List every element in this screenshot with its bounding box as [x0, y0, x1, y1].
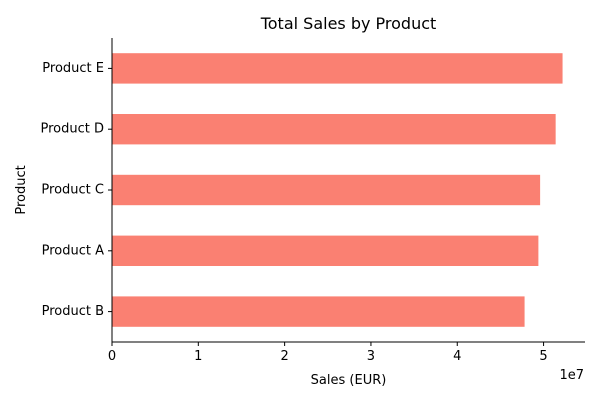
- y-tick-label: Product A: [42, 243, 104, 258]
- y-tick-label: Product D: [40, 122, 104, 137]
- x-tick-label: 3: [367, 349, 375, 364]
- bars: [112, 53, 563, 327]
- chart-title: Total Sales by Product: [260, 14, 437, 33]
- y-axis-ticks: Product B Product A Product C Product D Prod…: [40, 61, 112, 319]
- x-axis-label: Sales (EUR): [311, 373, 387, 388]
- bar-product-c: [112, 174, 541, 206]
- x-scale-label: 1e7: [559, 368, 584, 383]
- bar-product-e: [112, 53, 563, 84]
- bar-product-a: [112, 235, 539, 266]
- x-tick-label: 5: [539, 349, 547, 364]
- x-tick-label: 1: [194, 349, 202, 364]
- y-axis-label: Product: [14, 165, 29, 214]
- y-tick-label: Product E: [42, 61, 104, 76]
- y-tick-label: Product C: [41, 183, 104, 198]
- bar-product-d: [112, 114, 556, 145]
- x-tick-label: 4: [453, 349, 461, 364]
- x-axis-ticks: 0 1 2 3 4 5: [108, 342, 548, 364]
- x-tick-label: 0: [108, 349, 116, 364]
- x-tick-label: 2: [280, 349, 288, 364]
- bar-product-b: [112, 296, 525, 327]
- y-tick-label: Product B: [42, 304, 104, 319]
